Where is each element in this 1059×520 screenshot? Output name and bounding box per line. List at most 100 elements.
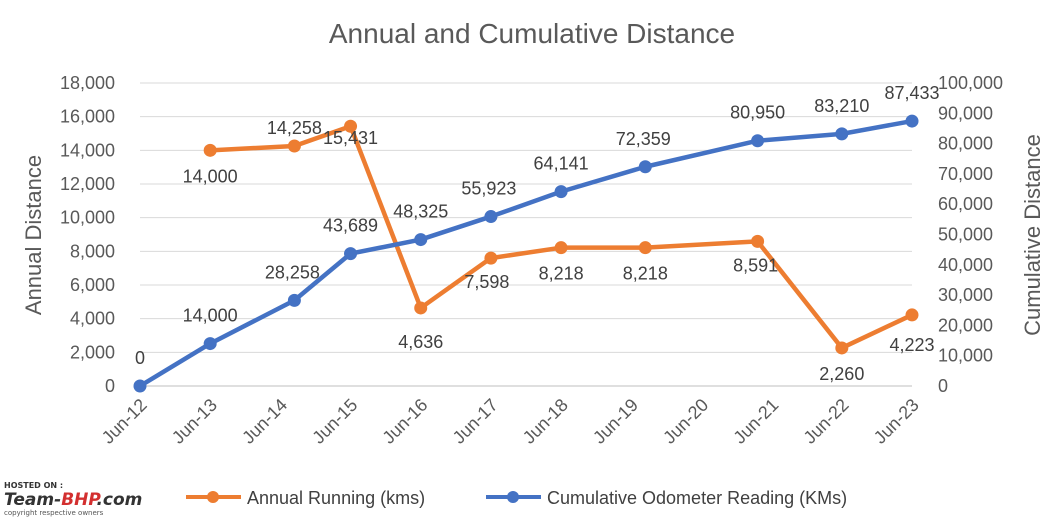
right-tick-label: 40,000 [938, 255, 993, 275]
data-point-cumulative [905, 114, 919, 128]
right-tick-label: 70,000 [938, 164, 993, 184]
series-annual [203, 119, 919, 355]
left-tick-label: 0 [105, 376, 115, 396]
right-tick-label: 10,000 [938, 346, 993, 366]
left-tick-label: 2,000 [70, 342, 115, 362]
data-label-cumulative: 72,359 [616, 129, 671, 149]
watermark-copyright: copyright respective owners [4, 509, 104, 517]
x-tick-label: Jun-12 [98, 395, 151, 448]
series-layer [133, 114, 919, 393]
right-tick-label: 80,000 [938, 134, 993, 154]
data-point-cumulative [344, 247, 358, 261]
data-label-annual: 14,258 [267, 118, 322, 138]
data-point-annual [344, 119, 358, 133]
x-tick-label: Jun-20 [659, 395, 712, 448]
gridlines [140, 82, 912, 387]
right-axis-title: Cumulative Distance [1020, 134, 1045, 336]
data-point-annual [905, 308, 919, 322]
data-label-cumulative: 64,141 [534, 154, 589, 174]
left-axis-title: Annual Distance [21, 155, 46, 315]
data-point-cumulative [835, 127, 849, 141]
left-tick-label: 14,000 [60, 140, 115, 160]
left-tick-label: 10,000 [60, 208, 115, 228]
series-cumulative [133, 114, 919, 393]
x-tick-label: Jun-17 [449, 395, 502, 448]
data-point-annual [414, 301, 428, 315]
watermark-brand-mid: BHP [61, 490, 101, 510]
right-tick-label: 60,000 [938, 194, 993, 214]
left-tick-label: 6,000 [70, 275, 115, 295]
right-tick-label: 20,000 [938, 315, 993, 335]
data-label-cumulative: 0 [135, 348, 145, 368]
chart-title: Annual and Cumulative Distance [329, 18, 735, 49]
left-tick-label: 8,000 [70, 241, 115, 261]
data-label-cumulative: 87,433 [884, 83, 939, 103]
legend-cumulative-marker [507, 491, 519, 503]
data-label-cumulative: 55,923 [461, 179, 516, 199]
x-tick-label: Jun-15 [308, 395, 361, 448]
data-label-cumulative: 14,000 [183, 306, 238, 326]
right-tick-label: 30,000 [938, 285, 993, 305]
data-label-cumulative: 28,258 [265, 262, 320, 282]
watermark-brand: Team-BHP.com [4, 490, 142, 510]
data-label-cumulative: 48,325 [393, 202, 448, 222]
data-point-cumulative [133, 379, 147, 393]
x-axis-ticks: Jun-12 Jun-13 Jun-14 Jun-15 Jun-16 Jun-17 Jun-… [98, 395, 923, 448]
right-tick-label: 90,000 [938, 103, 993, 123]
right-tick-label: 50,000 [938, 225, 993, 245]
x-tick-label: Jun-19 [589, 395, 642, 448]
data-point-annual [554, 241, 568, 255]
data-point-annual [638, 241, 652, 255]
left-axis-ticks: 0 2,000 4,000 6,000 8,000 10,000 12,000 14,000 1… [60, 73, 115, 396]
x-tick-label: Jun-23 [870, 395, 923, 448]
data-point-annual [751, 234, 765, 248]
left-tick-label: 18,000 [60, 73, 115, 93]
legend-cumulative-label: Cumulative Odometer Reading (KMs) [547, 488, 847, 508]
watermark-hosted-on: HOSTED ON : [4, 481, 63, 490]
series-line-annual [210, 123, 913, 351]
data-point-cumulative [554, 185, 568, 199]
x-tick-label: Jun-18 [519, 395, 572, 448]
data-label-annual: 2,260 [819, 364, 864, 384]
data-point-cumulative [203, 337, 217, 351]
data-point-annual [203, 143, 217, 157]
left-tick-label: 12,000 [60, 174, 115, 194]
x-tick-label: Jun-22 [800, 395, 853, 448]
x-tick-label: Jun-13 [168, 395, 221, 448]
data-label-cumulative: 83,210 [814, 96, 869, 116]
legend-annual-label: Annual Running (kms) [247, 488, 425, 508]
x-tick-label: Jun-14 [238, 395, 291, 448]
data-point-cumulative [414, 233, 428, 247]
data-label-annual: 4,636 [398, 332, 443, 352]
data-label-cumulative: 80,950 [730, 103, 785, 123]
watermark-brand-right: .com [96, 490, 142, 510]
x-tick-label: Jun-16 [378, 395, 431, 448]
legend: Annual Running (kms) Cumulative Odometer… [186, 488, 847, 508]
watermark-brand-left: Team- [4, 490, 61, 510]
legend-annual-marker [207, 491, 219, 503]
right-axis-ticks: 0 10,000 20,000 30,000 40,000 50,000 60,000 70,… [938, 73, 1003, 396]
data-point-cumulative [287, 293, 301, 307]
data-label-annual: 14,000 [183, 166, 238, 186]
left-tick-label: 16,000 [60, 107, 115, 127]
data-point-annual [287, 139, 301, 153]
data-label-annual: 8,591 [733, 255, 778, 275]
left-tick-label: 4,000 [70, 309, 115, 329]
data-label-cumulative: 43,689 [323, 216, 378, 236]
hosted-watermark: HOSTED ON : Team-BHP.com copyright respe… [4, 481, 142, 517]
right-tick-label: 0 [938, 376, 948, 396]
data-label-annual: 7,598 [464, 272, 509, 292]
data-point-cumulative [751, 134, 765, 148]
data-label-annual: 8,218 [623, 264, 668, 284]
right-tick-label: 100,000 [938, 73, 1003, 93]
x-tick-label: Jun-21 [729, 395, 782, 448]
data-label-annual: 4,223 [889, 335, 934, 355]
data-label-annual: 15,431 [323, 128, 378, 148]
data-point-cumulative [484, 210, 498, 224]
data-point-annual [835, 341, 849, 355]
data-label-annual: 8,218 [539, 264, 584, 284]
data-point-cumulative [638, 160, 652, 174]
data-point-annual [484, 251, 498, 265]
